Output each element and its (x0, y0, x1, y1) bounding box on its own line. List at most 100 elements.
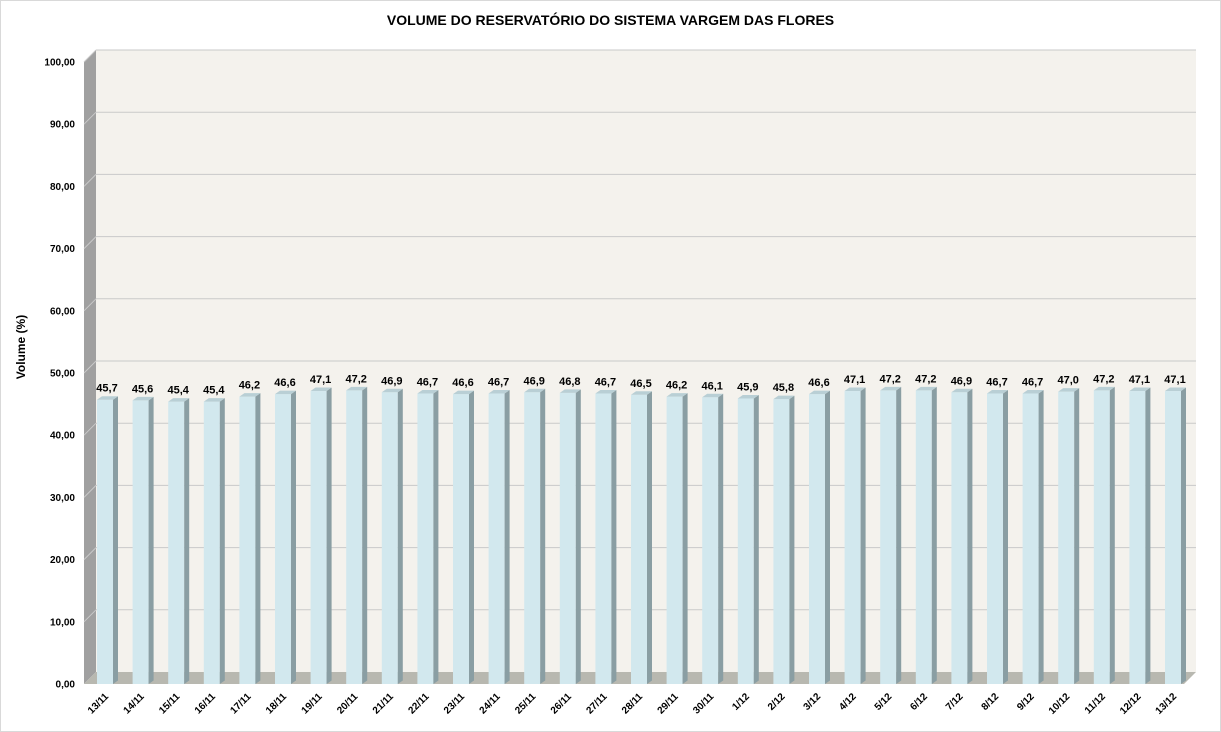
bar-side (469, 390, 474, 684)
y-axis-ticks: 0,00 10,00 20,00 30,00 40,00 50,00 60,00 70,00 8… (44, 58, 75, 691)
bar-top (239, 393, 261, 397)
data-label: 46,2 (239, 380, 260, 392)
data-label: 47,1 (1129, 374, 1150, 386)
data-label: 45,7 (96, 383, 117, 395)
y-tick-label: 0,00 (56, 680, 76, 691)
x-tick-label: 13/12 (1154, 691, 1180, 717)
bar (203, 398, 225, 684)
x-axis-ticks: 13/11 14/11 15/11 16/11 17/11 18/11 19/11 20/11… (86, 691, 1179, 717)
x-tick-label: 26/11 (549, 691, 574, 716)
data-label: 46,8 (559, 376, 580, 388)
bar-top (737, 395, 759, 399)
bar-front (132, 400, 149, 684)
bar-top (168, 398, 190, 402)
bar (737, 395, 759, 684)
gridline-wall (83, 485, 97, 498)
bar-front (915, 390, 932, 684)
x-tick-label: 5/12 (873, 691, 895, 713)
data-label: 46,7 (986, 377, 1007, 389)
bar (595, 390, 617, 684)
bar-front (1129, 391, 1146, 684)
x-tick-label: 23/11 (442, 691, 467, 716)
bar-top (97, 396, 118, 400)
bar-top (1165, 387, 1186, 392)
bar-side (789, 395, 795, 684)
bar-top (595, 390, 617, 394)
bar-top (666, 393, 688, 397)
bar-top (773, 395, 795, 400)
bar (880, 386, 902, 684)
bar-side (362, 386, 368, 684)
bar (168, 398, 190, 684)
gridline-wall (83, 360, 97, 374)
bar-side (1074, 388, 1080, 684)
bar-top (880, 386, 902, 391)
x-tick-label: 3/12 (802, 691, 824, 713)
bar-top (844, 387, 866, 392)
x-tick-label: 8/12 (980, 691, 1002, 713)
data-label: 46,7 (488, 377, 509, 389)
bar (310, 387, 332, 684)
bar-side (1038, 390, 1044, 684)
bar (951, 388, 973, 684)
bar-front (666, 396, 683, 684)
data-label: 46,1 (701, 380, 722, 392)
bar-side (682, 393, 688, 684)
gridline-wall (83, 298, 97, 312)
x-tick-label: 2/12 (766, 691, 788, 713)
x-tick-label: 18/11 (264, 691, 289, 716)
bar (1058, 388, 1080, 684)
x-tick-label: 17/11 (228, 691, 253, 716)
y-tick-label: 90,00 (50, 120, 75, 131)
bar (1165, 387, 1186, 684)
bar-front (1093, 390, 1110, 684)
bar-side (397, 388, 403, 684)
bar-side (860, 387, 866, 684)
data-label: 47,1 (844, 374, 865, 386)
bar-top (453, 390, 474, 395)
x-tick-label: 12/12 (1118, 691, 1144, 717)
y-tick-label: 40,00 (50, 431, 75, 442)
bar (488, 390, 510, 684)
gridline-wall (83, 111, 97, 125)
data-label: 47,2 (915, 373, 936, 385)
x-tick-label: 30/11 (691, 691, 716, 716)
bar-top (809, 390, 830, 395)
bar-front (524, 392, 541, 684)
x-tick-label: 22/11 (406, 691, 431, 716)
data-label: 46,6 (808, 377, 829, 389)
data-label: 47,1 (1164, 374, 1185, 386)
bar (97, 396, 118, 684)
bar-front (631, 394, 647, 684)
data-label: 45,4 (203, 385, 225, 397)
bar-front (203, 401, 220, 684)
bar (1129, 387, 1151, 684)
bar-front (381, 392, 398, 684)
y-tick-label: 100,00 (44, 58, 75, 69)
bar-front (702, 397, 719, 684)
bar-side (647, 391, 652, 684)
bar-top (417, 390, 439, 394)
bar-top (488, 390, 510, 394)
bar-side (113, 396, 118, 684)
x-tick-label: 13/11 (86, 691, 111, 716)
x-tick-label: 27/11 (584, 691, 609, 716)
x-tick-label: 19/11 (300, 691, 325, 716)
bar (559, 389, 581, 684)
x-tick-label: 1/12 (730, 691, 752, 713)
bar-top (1058, 388, 1080, 392)
data-label: 46,7 (417, 377, 438, 389)
bar-side (931, 386, 937, 684)
data-label: 47,2 (1093, 373, 1114, 385)
data-label: 47,2 (879, 373, 900, 385)
bar-front (809, 394, 825, 684)
bar-side (753, 395, 759, 684)
chart-title: VOLUME DO RESERVATÓRIO DO SISTEMA VARGEM… (386, 12, 835, 28)
bar-front (595, 393, 612, 684)
data-label: 45,4 (167, 385, 189, 397)
bar-top (275, 390, 296, 395)
bar (275, 390, 296, 684)
data-label: 46,6 (452, 377, 473, 389)
x-tick-label: 16/11 (193, 691, 218, 716)
bar-top (346, 386, 368, 391)
